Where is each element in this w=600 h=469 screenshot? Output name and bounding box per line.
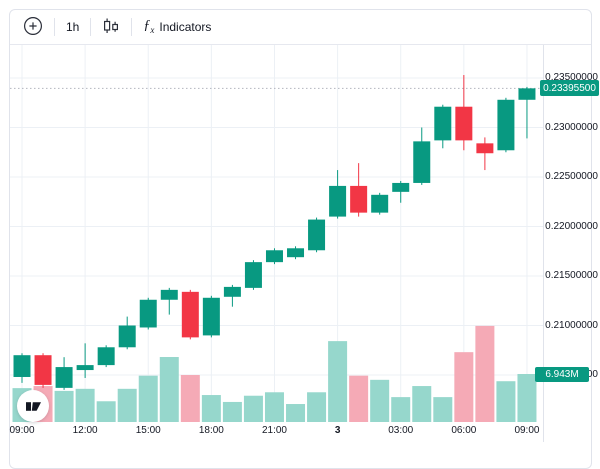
indicators-button[interactable]: ƒx Indicators (132, 13, 222, 41)
tradingview-logo[interactable] (17, 390, 49, 422)
price-axis-label: 0.22000000 (545, 220, 598, 232)
zoom-in-button[interactable] (12, 13, 54, 41)
time-axis-label: 09:00 (514, 425, 540, 436)
current-price-badge: 0.23395500 (540, 80, 599, 97)
time-axis-label: 3 (334, 425, 341, 436)
time-axis-label: 12:00 (72, 425, 98, 436)
chart-toolbar: 1h ƒx Indicators (10, 10, 591, 45)
toolbar-separator (131, 18, 133, 36)
plus-circle-icon (23, 16, 43, 39)
candles-icon (102, 16, 120, 39)
price-axis-label: 0.23000000 (545, 121, 598, 133)
chart-type-button[interactable] (91, 13, 131, 41)
toolbar-separator (90, 18, 92, 36)
price-axis-label: 0.21000000 (545, 319, 598, 331)
tradingview-mark (25, 401, 41, 411)
indicators-label: Indicators (159, 20, 212, 34)
price-axis-label: 0.21500000 (545, 270, 598, 281)
time-axis-label: 06:00 (451, 425, 477, 436)
chart-plot-area[interactable] (10, 45, 543, 422)
toolbar-separator (54, 18, 55, 36)
volume-badge: 6.943M (535, 367, 589, 382)
time-axis-label: 21:00 (261, 425, 287, 436)
price-axis-label: 0.22500000 (545, 171, 598, 182)
price-axis-label: 0.23500000 (545, 72, 598, 83)
time-axis-label: 18:00 (198, 425, 224, 436)
fx-icon: ƒx (143, 18, 155, 35)
time-axis-label: 15:00 (135, 425, 161, 436)
interval-button[interactable]: 1h (55, 13, 90, 41)
time-axis-label: 09:00 (9, 425, 35, 436)
chart-card: 1h ƒx Indicators (9, 9, 592, 469)
candlestick-chart (10, 45, 543, 422)
price-axis-border (543, 45, 544, 442)
time-axis-label: 03:00 (388, 425, 414, 436)
